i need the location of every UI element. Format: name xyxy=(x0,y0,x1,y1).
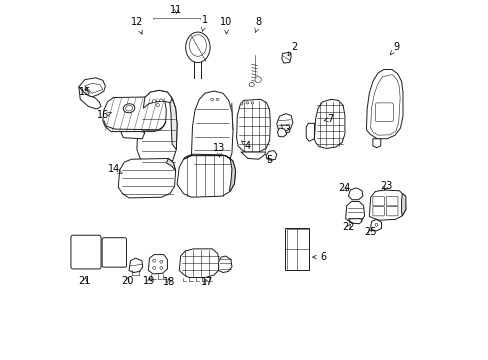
Ellipse shape xyxy=(189,35,206,56)
Polygon shape xyxy=(281,52,290,63)
Ellipse shape xyxy=(185,32,210,63)
Polygon shape xyxy=(121,132,144,139)
Ellipse shape xyxy=(254,77,261,82)
Text: 7: 7 xyxy=(324,114,333,124)
Text: 25: 25 xyxy=(363,227,375,237)
Polygon shape xyxy=(179,249,219,278)
Polygon shape xyxy=(277,128,286,137)
Polygon shape xyxy=(314,99,344,148)
Text: 14: 14 xyxy=(107,164,122,174)
Text: 10: 10 xyxy=(220,17,232,34)
Polygon shape xyxy=(276,114,292,132)
Text: 1: 1 xyxy=(201,15,208,31)
Polygon shape xyxy=(241,152,265,159)
Polygon shape xyxy=(218,256,231,273)
Text: 13: 13 xyxy=(213,143,225,157)
Text: 2: 2 xyxy=(287,42,297,56)
Ellipse shape xyxy=(160,266,163,269)
Ellipse shape xyxy=(240,103,243,105)
Text: 22: 22 xyxy=(342,222,354,232)
Text: 4: 4 xyxy=(241,141,251,151)
Ellipse shape xyxy=(152,100,156,103)
Text: 18: 18 xyxy=(163,277,175,287)
Text: 9: 9 xyxy=(389,42,399,55)
Text: 12: 12 xyxy=(130,17,143,34)
FancyBboxPatch shape xyxy=(375,103,392,122)
Polygon shape xyxy=(305,123,314,141)
Polygon shape xyxy=(143,90,175,108)
FancyBboxPatch shape xyxy=(71,235,101,269)
FancyBboxPatch shape xyxy=(372,207,384,216)
Polygon shape xyxy=(148,255,167,274)
Polygon shape xyxy=(191,91,233,171)
Ellipse shape xyxy=(152,266,155,269)
Text: 21: 21 xyxy=(79,276,91,286)
Polygon shape xyxy=(102,97,166,132)
Ellipse shape xyxy=(245,102,248,104)
Polygon shape xyxy=(366,69,402,139)
FancyBboxPatch shape xyxy=(386,197,397,206)
Polygon shape xyxy=(401,194,405,216)
Polygon shape xyxy=(229,158,235,192)
FancyBboxPatch shape xyxy=(102,238,126,267)
Ellipse shape xyxy=(123,104,135,113)
Polygon shape xyxy=(348,188,362,200)
FancyBboxPatch shape xyxy=(284,228,308,270)
Text: 8: 8 xyxy=(254,17,262,33)
Polygon shape xyxy=(370,220,381,231)
Text: 16: 16 xyxy=(97,111,112,121)
Ellipse shape xyxy=(156,104,159,107)
Ellipse shape xyxy=(216,98,219,100)
Polygon shape xyxy=(348,219,362,224)
Ellipse shape xyxy=(125,105,132,111)
Ellipse shape xyxy=(159,99,163,102)
Polygon shape xyxy=(129,258,142,273)
Polygon shape xyxy=(166,158,175,171)
Ellipse shape xyxy=(374,224,377,226)
Ellipse shape xyxy=(152,259,155,262)
Polygon shape xyxy=(169,98,177,149)
Ellipse shape xyxy=(210,98,213,100)
Ellipse shape xyxy=(251,102,253,104)
Polygon shape xyxy=(177,156,235,197)
Text: 23: 23 xyxy=(379,181,391,192)
Text: 3: 3 xyxy=(281,125,290,135)
Polygon shape xyxy=(236,99,270,152)
Polygon shape xyxy=(265,150,276,160)
Polygon shape xyxy=(79,78,105,97)
Polygon shape xyxy=(118,158,175,198)
FancyBboxPatch shape xyxy=(372,197,384,206)
Polygon shape xyxy=(345,202,364,223)
Text: 11: 11 xyxy=(170,5,182,15)
Text: 15: 15 xyxy=(79,87,91,97)
Text: 5: 5 xyxy=(266,155,272,165)
Polygon shape xyxy=(368,190,405,220)
Polygon shape xyxy=(183,154,233,161)
Ellipse shape xyxy=(249,82,254,87)
FancyBboxPatch shape xyxy=(386,207,397,216)
Text: 24: 24 xyxy=(337,183,350,193)
Text: 6: 6 xyxy=(312,252,326,262)
Ellipse shape xyxy=(160,260,163,263)
Text: 20: 20 xyxy=(121,276,133,286)
Text: 19: 19 xyxy=(143,276,155,286)
Polygon shape xyxy=(137,90,177,167)
Text: 17: 17 xyxy=(200,277,213,287)
Polygon shape xyxy=(372,139,380,148)
Polygon shape xyxy=(79,87,101,109)
